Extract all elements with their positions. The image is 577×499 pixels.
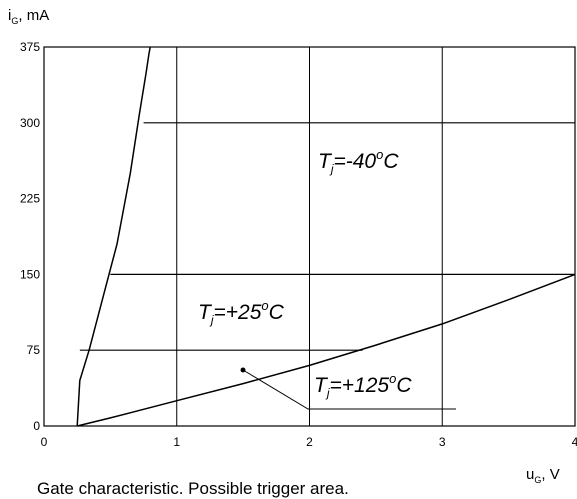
ann3-sub: j (325, 386, 330, 400)
ann3-main: T (314, 374, 329, 397)
ann1-sup: o (376, 147, 383, 162)
grid (176, 47, 443, 426)
x-tick-labels: 0 1 2 3 4 (41, 435, 577, 449)
x-tick-label-1: 1 (173, 435, 180, 449)
ann3-value: =+125 (330, 374, 390, 397)
ann2-value: =+25 (214, 301, 262, 324)
annotation-tj-plus25: Tj=+25oC (198, 298, 285, 327)
y-axis-label: iG, mA (8, 7, 49, 26)
trigger-boundaries (79, 122, 575, 351)
x-tick-label-0: 0 (41, 435, 48, 449)
x-axis-label: uG, V (526, 466, 560, 485)
annotation-leader-line (242, 369, 456, 410)
x-tick-label-4: 4 (572, 435, 577, 449)
y-axis-label-sub: G (11, 16, 18, 26)
ann2-sup: o (261, 298, 268, 313)
curve-1 (77, 273, 576, 427)
x-axis-label-main: u (526, 466, 534, 483)
y-tick-label-1: 75 (27, 343, 41, 357)
ann2-sub: j (209, 313, 214, 327)
y-tick-label-3: 225 (20, 192, 40, 206)
ann1-main: T (318, 150, 333, 173)
ann1-sub: j (329, 162, 334, 176)
y-axis-label-main: i (8, 7, 11, 24)
annotation-tj-minus40: Tj=-40oC (318, 147, 399, 176)
x-tick-label-3: 3 (439, 435, 446, 449)
ann2-main: T (198, 301, 213, 324)
y-tick-label-4: 300 (20, 116, 40, 130)
chart-caption: Gate characteristic. Possible trigger ar… (37, 479, 349, 498)
annotation-tj-plus125: Tj=+125oC (314, 371, 412, 400)
ann1-value: =-40 (334, 150, 377, 173)
y-tick-labels: 0 75 150 225 300 375 (20, 40, 40, 433)
annotation-leader-dot (240, 367, 246, 373)
ann2-unit: C (269, 301, 285, 324)
ann3-unit: C (396, 374, 412, 397)
y-axis-label-rest: , mA (18, 7, 49, 24)
ann1-unit: C (383, 150, 399, 173)
y-tick-label-0: 0 (33, 419, 40, 433)
y-tick-label-5: 375 (20, 40, 40, 54)
curve-0 (76, 46, 151, 427)
y-tick-label-2: 150 (20, 267, 40, 281)
curves (76, 46, 576, 427)
x-tick-label-2: 2 (306, 435, 313, 449)
x-axis-label-sub: G (534, 475, 541, 485)
ann3-sup: o (389, 371, 396, 386)
x-axis-label-rest: , V (541, 466, 559, 483)
